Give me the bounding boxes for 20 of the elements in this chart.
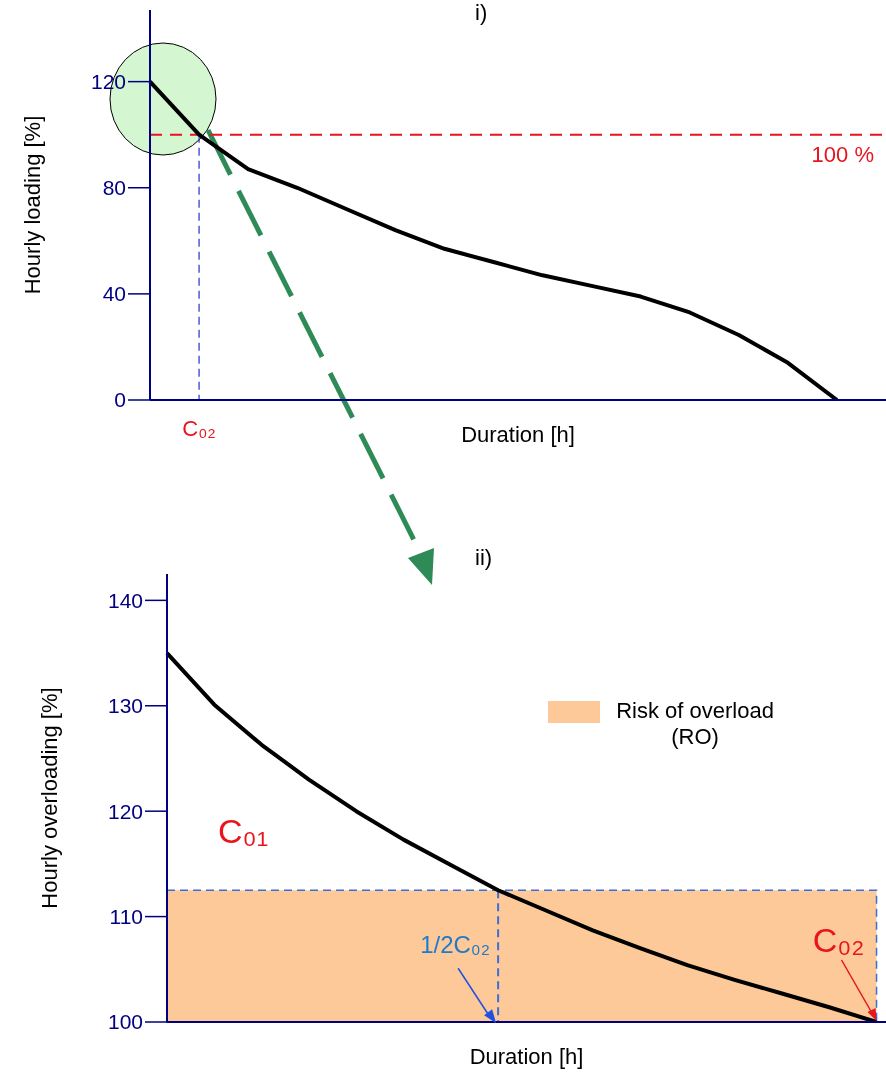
- y-tick-label: 140: [107, 588, 143, 612]
- y-tick-label: 130: [107, 694, 143, 718]
- annotation: C₀₁: [218, 812, 269, 851]
- y-axis-title: Hourly overloading [%]: [36, 687, 62, 909]
- annotation: 1/2C₀₂: [420, 931, 491, 959]
- y-tick-label: 80: [102, 176, 126, 200]
- y-tick-label: 120: [107, 799, 143, 823]
- ref-line-label: 100 %: [811, 142, 874, 168]
- y-tick-label: 40: [102, 282, 126, 306]
- x-axis-title: Duration [h]: [461, 422, 575, 447]
- annotation: C₀₂: [182, 416, 216, 441]
- y-axis-title: Hourly loading [%]: [19, 115, 45, 295]
- y-tick-label: 110: [109, 905, 143, 929]
- chart-title: i): [475, 0, 488, 26]
- y-tick-label: 0: [114, 388, 126, 412]
- annotation: C₀₂: [812, 921, 865, 959]
- chart-title: ii): [475, 545, 493, 571]
- y-tick-label: 100: [107, 1010, 143, 1034]
- legend-label: Risk of overload (RO): [615, 698, 775, 750]
- x-axis-title: Duration [h]: [469, 1044, 584, 1069]
